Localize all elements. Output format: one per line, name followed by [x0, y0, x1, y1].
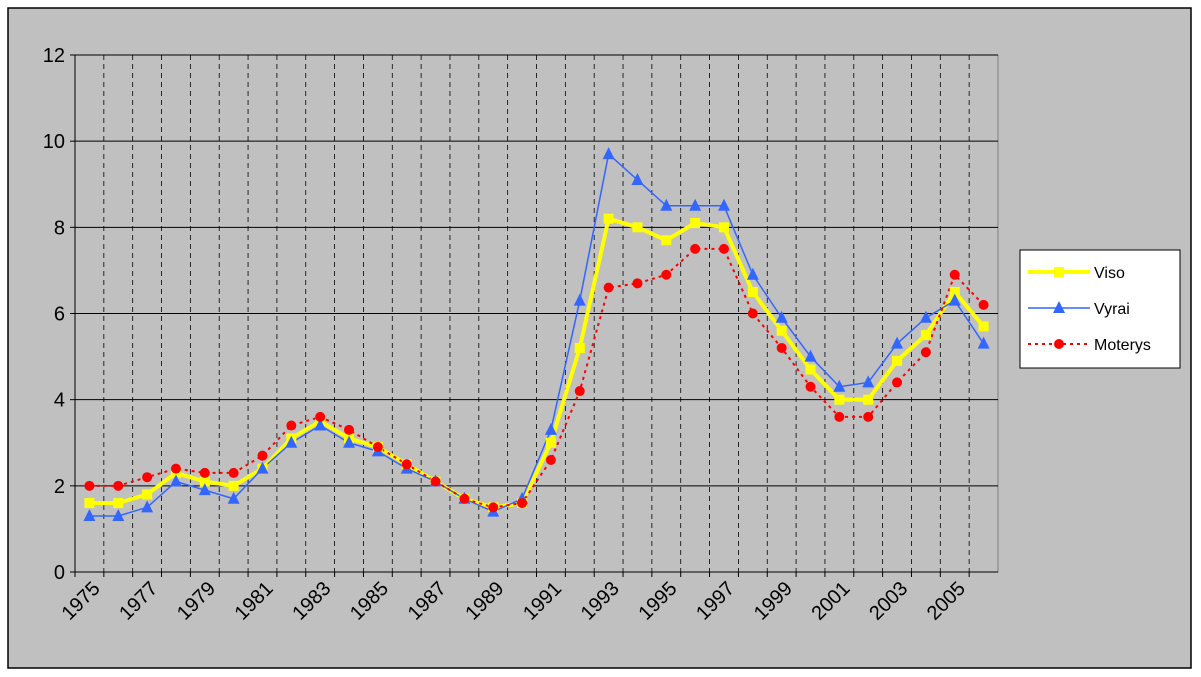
- series-line: [89, 152, 985, 517]
- legend-label: Moterys: [1094, 337, 1151, 354]
- data-point: [920, 330, 931, 341]
- data-point: [199, 476, 210, 487]
- data-point: [574, 386, 585, 397]
- data-point: [891, 336, 904, 349]
- data-point: [776, 325, 787, 336]
- data-point: [112, 508, 125, 521]
- data-point: [488, 502, 499, 513]
- y-tick-label: 6: [54, 304, 65, 326]
- data-point: [948, 293, 961, 306]
- data-point: [892, 355, 903, 366]
- data-point: [776, 342, 787, 353]
- data-point: [83, 508, 96, 521]
- data-point: [949, 286, 960, 297]
- y-tick-label: 12: [43, 45, 65, 67]
- data-point: [573, 293, 586, 306]
- data-point: [401, 459, 412, 470]
- data-point: [631, 172, 644, 185]
- data-point: [920, 347, 931, 358]
- data-point: [690, 218, 701, 229]
- data-point: [169, 474, 182, 487]
- data-point: [632, 278, 643, 289]
- data-point: [804, 349, 817, 362]
- series-line: [89, 247, 985, 509]
- data-point: [228, 480, 239, 491]
- data-point: [142, 489, 153, 500]
- data-point: [949, 269, 960, 280]
- data-point: [717, 198, 730, 211]
- legend-marker: [1054, 339, 1064, 349]
- data-point: [747, 286, 758, 297]
- data-point: [602, 147, 615, 160]
- legend-label: Viso: [1094, 265, 1125, 282]
- data-point: [113, 498, 124, 509]
- y-tick-label: 0: [54, 562, 65, 584]
- data-point: [661, 235, 672, 246]
- data-point: [747, 308, 758, 319]
- data-point: [718, 222, 729, 233]
- y-tick-label: 2: [54, 476, 65, 498]
- legend-label: Vyrai: [1094, 301, 1130, 318]
- data-point: [228, 467, 239, 478]
- data-point: [227, 491, 240, 504]
- data-point: [257, 450, 268, 461]
- data-point: [372, 442, 383, 453]
- data-point: [892, 377, 903, 388]
- y-tick-label: 10: [43, 131, 65, 153]
- data-point: [862, 375, 875, 388]
- data-point: [544, 422, 557, 435]
- data-point: [517, 498, 528, 509]
- y-tick-label: 4: [54, 390, 65, 412]
- data-point: [286, 420, 297, 431]
- legend-marker: [1054, 267, 1064, 277]
- data-point: [344, 424, 355, 435]
- data-point: [863, 411, 874, 422]
- data-point: [603, 282, 614, 293]
- data-point: [978, 321, 989, 332]
- data-point: [632, 222, 643, 233]
- data-point: [746, 267, 759, 280]
- data-point: [805, 381, 816, 392]
- data-point: [314, 418, 327, 431]
- data-point: [142, 472, 153, 483]
- data-point: [113, 480, 124, 491]
- data-point: [343, 435, 356, 448]
- legend: Viso Vyrai Moterys: [1019, 249, 1181, 369]
- data-point: [775, 310, 788, 323]
- data-point: [718, 243, 729, 254]
- data-point: [84, 480, 95, 491]
- data-point: [977, 336, 990, 349]
- data-point: [661, 269, 672, 280]
- data-point: [315, 411, 326, 422]
- data-point: [863, 394, 874, 405]
- data-point: [805, 364, 816, 375]
- data-point: [574, 342, 585, 353]
- data-point: [198, 483, 211, 496]
- data-point: [199, 467, 210, 478]
- data-point: [430, 476, 441, 487]
- data-point: [285, 435, 298, 448]
- data-point: [660, 198, 673, 211]
- data-point: [978, 299, 989, 310]
- data-point: [919, 310, 932, 323]
- data-point: [256, 461, 269, 474]
- data-point: [833, 379, 846, 392]
- data-point: [834, 411, 845, 422]
- data-point: [834, 394, 845, 405]
- data-point: [689, 198, 702, 211]
- y-tick-label: 8: [54, 217, 65, 239]
- data-point: [141, 500, 154, 513]
- data-point: [545, 454, 556, 465]
- data-point: [459, 493, 470, 504]
- data-point: [603, 213, 614, 224]
- data-point: [84, 498, 95, 509]
- data-point: [545, 437, 556, 448]
- legend-marker: [1053, 301, 1065, 313]
- data-point: [690, 243, 701, 254]
- data-point: [170, 463, 181, 474]
- legend-box: [1019, 249, 1181, 369]
